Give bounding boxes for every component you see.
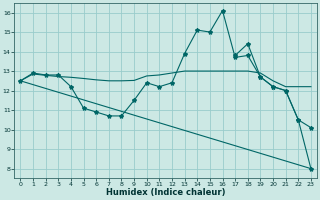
X-axis label: Humidex (Indice chaleur): Humidex (Indice chaleur)	[106, 188, 225, 197]
